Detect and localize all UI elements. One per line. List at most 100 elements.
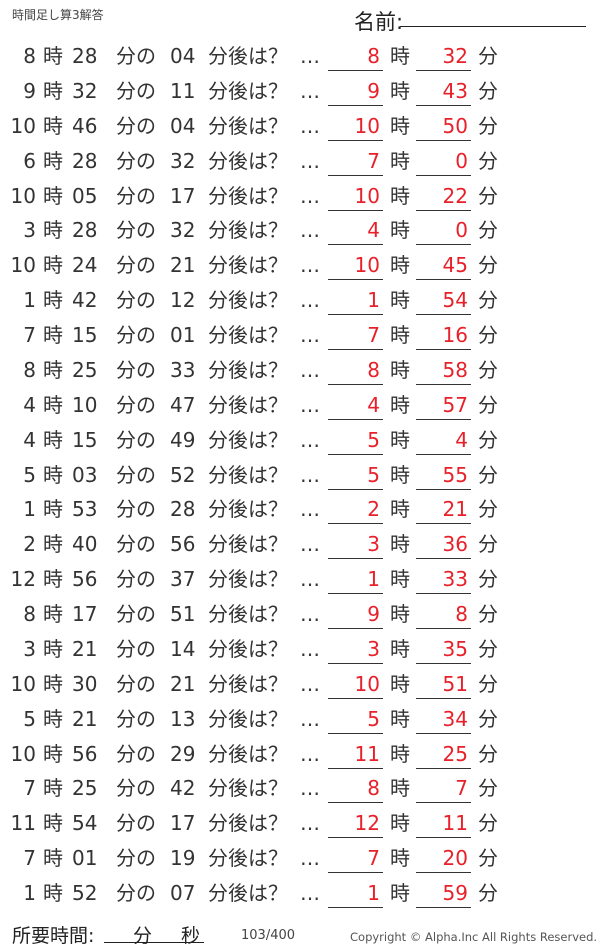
hour-label: 時	[43, 776, 63, 801]
minute-value: 32	[72, 78, 98, 103]
name-label: 名前:	[354, 10, 404, 34]
minutes-later-label: 分後は？	[208, 567, 288, 592]
answer-hour-label: 時	[390, 462, 410, 487]
minute-value: 28	[72, 44, 98, 68]
added-minutes: 14	[170, 636, 196, 661]
added-minutes: 17	[170, 183, 196, 208]
answer-hour: 4	[367, 218, 380, 243]
answer-hour-label: 時	[390, 357, 410, 382]
hour-label: 時	[43, 881, 63, 905]
answer-hour-label: 時	[390, 44, 410, 68]
minute-of-label: 分の	[116, 44, 156, 68]
added-minutes: 19	[170, 846, 196, 871]
hour-label: 時	[43, 602, 63, 626]
answer-minute-line	[416, 662, 471, 664]
hour-label: 時	[43, 78, 63, 103]
answer-minute-line	[416, 174, 471, 176]
minute-of-label: 分の	[116, 636, 156, 661]
answer-hour: 1	[367, 881, 380, 905]
answer-minute-label: 分	[478, 881, 498, 905]
answer-minute-label: 分	[478, 44, 498, 68]
added-minutes: 29	[170, 741, 196, 766]
answer-hour: 8	[367, 44, 380, 68]
answer-hour: 3	[367, 532, 380, 557]
answer-hour-line	[328, 244, 383, 246]
answer-hour-line	[328, 349, 383, 350]
answer-minute: 36	[442, 532, 468, 557]
hour-label: 時	[43, 392, 63, 417]
name-field[interactable]	[400, 26, 586, 27]
minute-of-label: 分の	[116, 602, 156, 626]
answer-hour-label: 時	[390, 567, 410, 592]
answer-hour: 10	[354, 113, 380, 138]
minutes-later-label: 分後は？	[208, 741, 288, 766]
added-minutes: 01	[170, 323, 196, 347]
answer-hour: 5	[367, 427, 380, 452]
answer-hour-label: 時	[390, 811, 410, 836]
ellipsis: …	[300, 218, 320, 243]
answer-hour-label: 時	[390, 706, 410, 731]
added-minutes: 21	[170, 671, 196, 696]
minute-of-label: 分の	[116, 253, 156, 278]
answer-minute-line	[416, 872, 471, 874]
answer-minute-label: 分	[478, 636, 498, 661]
answer-minute-label: 分	[478, 183, 498, 208]
ellipsis: …	[300, 671, 320, 696]
answer-minute: 50	[442, 113, 468, 138]
answer-hour-line	[328, 418, 383, 420]
minute-of-label: 分の	[116, 148, 156, 173]
ellipsis: …	[300, 427, 320, 452]
answer-hour-line	[328, 907, 383, 908]
hour-value: 1	[23, 881, 36, 905]
minute-of-label: 分の	[116, 741, 156, 766]
answer-hour-label: 時	[390, 636, 410, 661]
answer-minute-line	[416, 453, 471, 455]
hour-value: 2	[23, 532, 36, 557]
answer-hour-line	[328, 558, 383, 560]
minutes-later-label: 分後は？	[208, 323, 288, 347]
answer-minute: 22	[442, 183, 468, 208]
ellipsis: …	[300, 253, 320, 278]
minute-value: 53	[72, 497, 98, 522]
hour-value: 6	[23, 148, 36, 173]
hour-value: 7	[23, 846, 36, 871]
ellipsis: …	[300, 392, 320, 417]
added-minutes: 51	[170, 602, 196, 626]
answer-minute-line	[416, 279, 471, 281]
problem-row: 8 時 25 分の 33 分後は？… 8 時 58 分	[0, 355, 600, 385]
minute-of-label: 分の	[116, 357, 156, 382]
answer-minute: 34	[442, 706, 468, 731]
ellipsis: …	[300, 602, 320, 626]
answer-minute-line	[416, 523, 471, 525]
problem-row: 7 時 25 分の 42 分後は？… 8 時 7 分	[0, 773, 600, 804]
time-taken-label: 所要時間:	[12, 925, 95, 947]
answer-hour-line	[328, 872, 383, 874]
answer-hour-label: 時	[390, 253, 410, 278]
minute-value: 05	[72, 183, 98, 208]
minute-of-label: 分の	[116, 218, 156, 243]
minutes-later-label: 分後は？	[208, 811, 288, 836]
minutes-later-label: 分後は？	[208, 78, 288, 103]
answer-minute: 33	[442, 567, 468, 592]
answer-minute-line	[416, 209, 471, 211]
hour-value: 11	[10, 811, 36, 836]
answer-minute-line	[416, 802, 471, 804]
answer-hour-line	[328, 174, 383, 176]
added-minutes: 49	[170, 427, 196, 452]
answer-hour-line	[328, 837, 383, 839]
answer-minute: 0	[455, 218, 468, 243]
answer-hour-line	[328, 104, 383, 106]
time-taken-field[interactable]	[104, 942, 204, 943]
answer-hour: 5	[367, 462, 380, 487]
answer-minute-label: 分	[478, 427, 498, 452]
answer-hour-label: 時	[390, 288, 410, 313]
problem-row: 10 時 46 分の 04 分後は？ … 10 時 50 分	[0, 111, 600, 141]
problem-row: 3 時 21 分の 14 分後は？… 3 時 35 分	[0, 634, 600, 664]
answer-minute-line	[416, 732, 471, 734]
added-minutes: 07	[170, 881, 196, 905]
minutes-later-label: 分後は？	[208, 776, 288, 801]
added-minutes: 32	[170, 148, 196, 173]
minute-value: 01	[72, 846, 98, 871]
answer-hour: 8	[367, 776, 380, 801]
hour-label: 時	[43, 113, 63, 138]
